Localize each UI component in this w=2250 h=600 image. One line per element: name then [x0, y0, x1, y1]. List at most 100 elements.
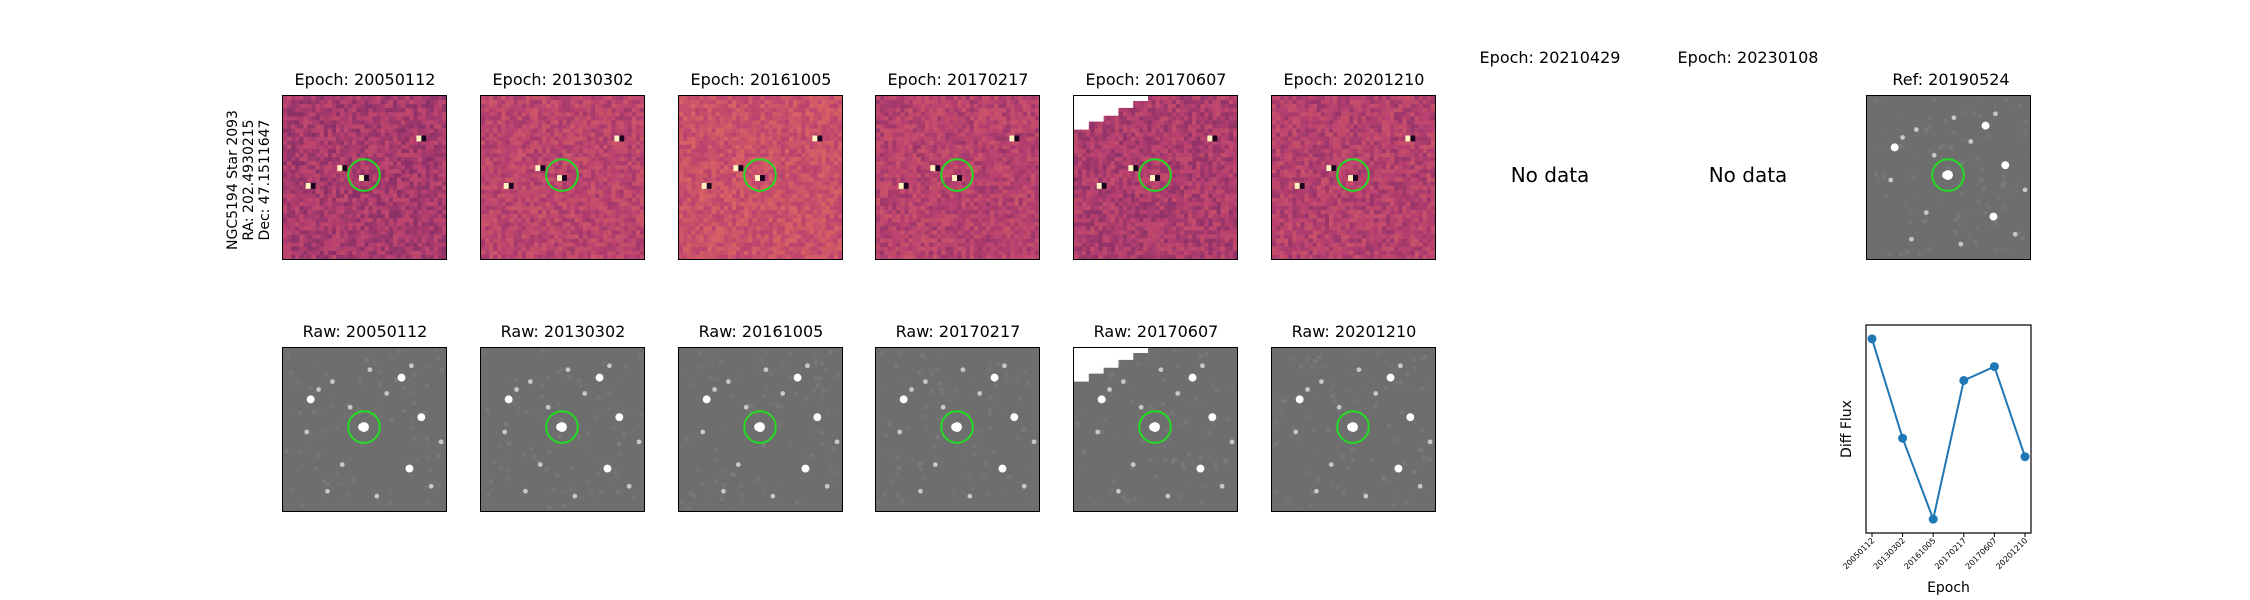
target-dec: Dec: 47.1511647	[257, 119, 273, 241]
residual-bright	[416, 135, 422, 142]
residual-dark	[760, 175, 765, 181]
raw-title: Raw: 20170607	[1093, 322, 1219, 341]
target-ra: RA: 202.4930215	[241, 119, 257, 241]
star-point	[990, 373, 999, 382]
star-point	[1427, 439, 1433, 445]
data-point	[2020, 452, 2030, 462]
star-point	[1951, 115, 1957, 121]
star-point	[528, 379, 533, 384]
star-point	[1175, 391, 1181, 396]
target-circle	[940, 410, 974, 444]
star-point	[347, 404, 353, 410]
residual-dark	[562, 175, 567, 181]
residual-dark	[903, 182, 909, 189]
residual-dark	[1331, 165, 1337, 172]
residual-bright	[1207, 135, 1213, 142]
residual-bright	[952, 175, 958, 181]
difference-image	[875, 95, 1040, 260]
x-tick-label: 20170607	[1964, 536, 1999, 571]
difference-title: Epoch: 20201210	[1283, 70, 1425, 89]
star-point	[998, 464, 1007, 473]
residual-bright	[755, 175, 761, 181]
raw-image	[678, 347, 843, 512]
star-point	[897, 429, 903, 435]
target-star	[557, 422, 567, 432]
data-point	[1989, 362, 1999, 372]
star-point	[1002, 363, 1007, 369]
edge-mask	[1074, 96, 1149, 130]
residual-dark	[1155, 175, 1160, 181]
target-circle	[545, 410, 579, 444]
star-point	[384, 391, 390, 396]
star-point	[1229, 439, 1235, 445]
star-point	[1958, 241, 1964, 247]
pixel-grid	[876, 96, 1039, 259]
difference-image	[480, 95, 645, 260]
residual-bright	[557, 175, 563, 181]
raw-title: Raw: 20130302	[500, 322, 626, 341]
star-point	[405, 464, 414, 473]
residual-bright	[701, 182, 707, 189]
x-tick-label: 20201210	[1994, 536, 2029, 571]
pixel-grid	[1075, 348, 1235, 505]
residual-bright	[535, 165, 541, 172]
residual-dark	[935, 165, 941, 172]
star-point	[1165, 493, 1171, 499]
star-point	[1386, 373, 1395, 382]
pixel-grid	[481, 96, 644, 259]
star-point	[834, 439, 840, 445]
star-point	[2022, 187, 2028, 193]
residual-dark	[1353, 175, 1358, 181]
y-axis-label: Diff Flux	[1839, 400, 1855, 458]
star-point	[304, 429, 310, 435]
difference-image	[1271, 95, 1436, 260]
target-circle	[743, 410, 777, 444]
star-point	[899, 395, 908, 404]
star-point	[582, 391, 588, 396]
residual-bright	[1294, 182, 1300, 189]
star-point	[923, 379, 928, 384]
star-point	[1031, 439, 1037, 445]
star-point	[409, 363, 414, 369]
nodata-message-2: No data	[1708, 163, 1788, 187]
star-point	[1328, 462, 1334, 467]
residual-bright	[1128, 165, 1134, 172]
residual-bright	[1096, 182, 1102, 189]
star-point	[1095, 429, 1101, 435]
pixel-grid	[483, 349, 644, 510]
difference-title: Epoch: 20161005	[690, 70, 832, 89]
star-point	[595, 373, 604, 382]
star-point	[1097, 395, 1106, 404]
target-circle	[940, 158, 974, 192]
residual-bright	[1405, 135, 1411, 142]
star-point	[770, 493, 776, 499]
target-circle	[347, 410, 381, 444]
residual-dark	[1212, 135, 1218, 142]
star-point	[565, 367, 571, 373]
star-point	[1914, 127, 1919, 132]
star-point	[702, 395, 711, 404]
residual-bright	[359, 175, 365, 181]
residual-dark	[738, 165, 744, 172]
residual-dark	[1014, 135, 1020, 142]
star-point	[1417, 483, 1423, 489]
residual-bright	[1150, 175, 1156, 181]
star-point	[1336, 404, 1342, 410]
star-point	[1121, 379, 1126, 384]
target-name: NGC5194 Star 2093	[225, 110, 241, 250]
difference-title: Epoch: 20050112	[294, 70, 436, 89]
star-point	[572, 493, 578, 499]
star-point	[735, 462, 741, 467]
star-point	[397, 373, 406, 382]
star-point	[743, 404, 749, 410]
residual-dark	[342, 165, 348, 172]
x-tick-label: 20130302	[1872, 536, 1907, 571]
pixel-grid	[877, 351, 1030, 504]
star-point	[1196, 464, 1205, 473]
star-point	[824, 483, 830, 489]
target-circle	[1336, 158, 1370, 192]
residual-bright	[305, 182, 311, 189]
star-point	[1406, 413, 1415, 422]
star-point	[626, 483, 632, 489]
star-point	[1219, 483, 1225, 489]
